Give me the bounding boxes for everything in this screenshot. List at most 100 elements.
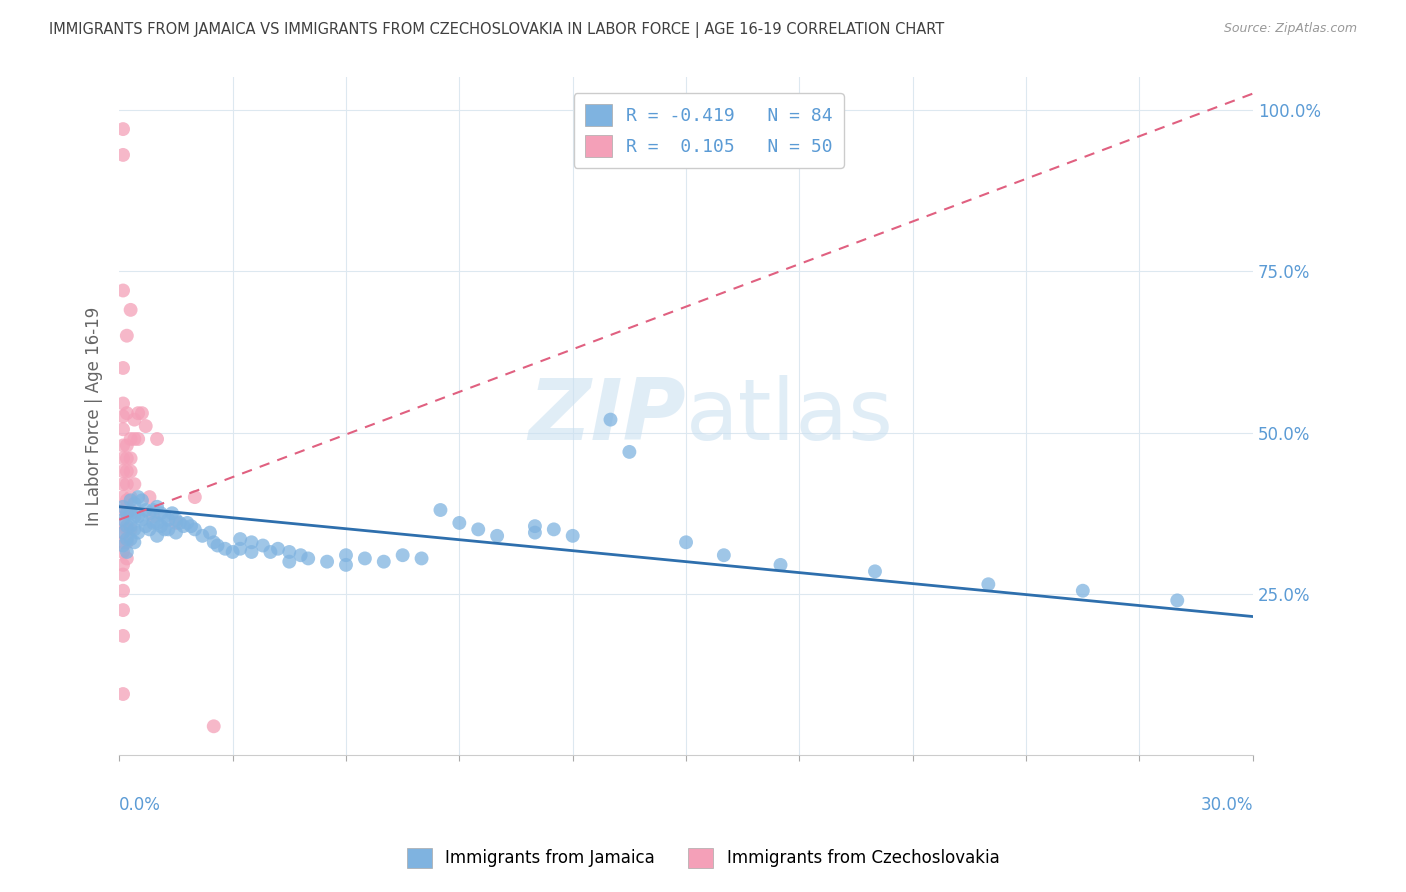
Point [267,541,290,556]
Point [120,506,142,520]
Point [112,558,135,572]
Point [142,503,165,517]
Point [1166,593,1188,607]
Point [112,396,135,410]
Point [191,529,214,543]
Point [115,438,138,452]
Point [120,302,142,317]
Point [202,535,225,549]
Point [124,522,146,536]
Point [135,419,157,434]
Point [713,548,735,562]
Point [120,432,142,446]
Point [467,522,489,536]
Point [112,438,135,452]
Point [115,451,138,466]
Point [112,603,135,617]
Point [278,555,301,569]
Text: Source: ZipAtlas.com: Source: ZipAtlas.com [1223,22,1357,36]
Text: 30.0%: 30.0% [1201,796,1253,814]
Point [120,464,142,478]
Point [124,509,146,524]
Point [115,328,138,343]
Point [115,506,138,520]
Point [112,629,135,643]
Text: 0.0%: 0.0% [120,796,162,814]
Point [316,555,339,569]
Point [153,522,176,536]
Point [112,464,135,478]
Point [169,516,191,530]
Point [149,506,172,520]
Legend: Immigrants from Jamaica, Immigrants from Czechoslovakia: Immigrants from Jamaica, Immigrants from… [401,841,1005,875]
Point [120,490,142,504]
Point [335,548,357,562]
Text: atlas: atlas [686,375,894,458]
Point [112,516,135,530]
Point [180,519,202,533]
Point [115,535,138,549]
Point [138,522,160,536]
Point [112,687,135,701]
Point [120,503,142,517]
Point [112,284,135,298]
Point [252,539,274,553]
Point [157,513,180,527]
Point [115,519,138,533]
Point [138,490,160,504]
Point [165,513,187,527]
Point [184,490,207,504]
Point [112,513,135,527]
Point [769,558,792,572]
Point [449,516,471,530]
Point [354,551,377,566]
Point [112,409,135,424]
Point [115,532,138,546]
Point [391,548,413,562]
Point [229,541,252,556]
Point [127,490,149,504]
Point [486,529,509,543]
Point [138,506,160,520]
Legend: R = -0.419   N = 84, R =  0.105   N = 50: R = -0.419 N = 84, R = 0.105 N = 50 [574,94,844,168]
Point [1071,583,1094,598]
Point [124,497,146,511]
Point [214,541,236,556]
Point [115,464,138,478]
Point [146,432,169,446]
Point [160,506,183,520]
Point [120,493,142,508]
Point [146,500,169,514]
Point [112,422,135,436]
Point [115,506,138,520]
Point [112,525,135,540]
Point [373,555,395,569]
Point [429,503,451,517]
Point [112,477,135,491]
Point [259,545,281,559]
Point [135,519,157,533]
Point [561,529,583,543]
Point [131,493,153,508]
Point [124,412,146,426]
Point [115,406,138,420]
Point [184,522,207,536]
Point [112,490,135,504]
Point [120,532,142,546]
Point [115,545,138,559]
Point [124,535,146,549]
Point [411,551,433,566]
Point [863,565,886,579]
Point [523,525,546,540]
Point [131,513,153,527]
Point [115,551,138,566]
Point [124,432,146,446]
Point [127,406,149,420]
Y-axis label: In Labor Force | Age 16-19: In Labor Force | Age 16-19 [86,307,103,526]
Point [112,525,135,540]
Point [112,503,135,517]
Point [240,545,263,559]
Point [198,525,221,540]
Point [173,519,195,533]
Point [112,567,135,582]
